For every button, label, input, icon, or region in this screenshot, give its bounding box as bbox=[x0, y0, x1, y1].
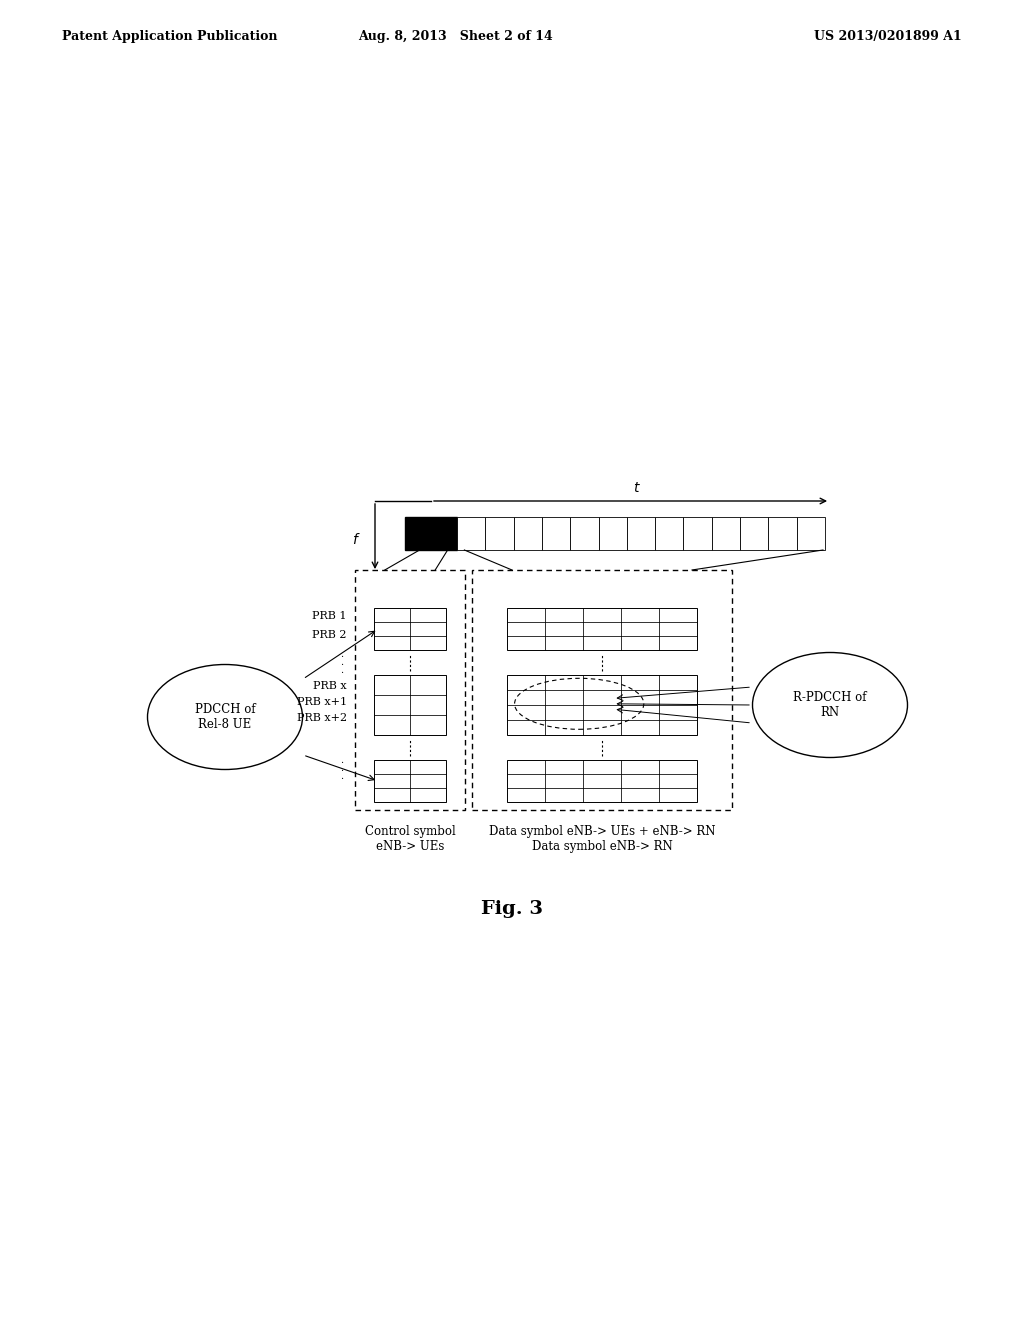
Text: PRB 2: PRB 2 bbox=[312, 631, 347, 640]
Bar bbox=[599, 517, 627, 550]
Bar bbox=[457, 517, 485, 550]
Bar bbox=[712, 517, 740, 550]
Text: PRB x+2: PRB x+2 bbox=[297, 713, 347, 723]
Bar bbox=[507, 609, 697, 649]
Text: f: f bbox=[352, 533, 357, 546]
Bar bbox=[627, 517, 655, 550]
Text: t: t bbox=[633, 480, 639, 495]
Bar bbox=[406, 517, 457, 550]
Text: Data symbol eNB-> UEs + eNB-> RN
Data symbol eNB-> RN: Data symbol eNB-> UEs + eNB-> RN Data sy… bbox=[488, 825, 715, 853]
Bar bbox=[374, 609, 446, 649]
Text: .
.
.: . . . bbox=[340, 755, 344, 781]
Bar bbox=[374, 675, 446, 735]
Text: PDCCH of
Rel-8 UE: PDCCH of Rel-8 UE bbox=[195, 704, 255, 731]
Bar bbox=[355, 570, 465, 810]
Bar bbox=[655, 517, 683, 550]
Bar bbox=[514, 517, 542, 550]
Bar bbox=[472, 570, 732, 810]
Bar bbox=[542, 517, 570, 550]
Text: US 2013/0201899 A1: US 2013/0201899 A1 bbox=[814, 30, 962, 44]
Bar bbox=[683, 517, 712, 550]
Text: PRB x+1: PRB x+1 bbox=[297, 697, 347, 708]
Text: Fig. 3: Fig. 3 bbox=[481, 900, 543, 917]
Text: PRB x: PRB x bbox=[313, 681, 347, 690]
Bar bbox=[507, 760, 697, 803]
Bar bbox=[797, 517, 825, 550]
Text: .
.
.: . . . bbox=[340, 649, 344, 676]
Text: R-PDCCH of
RN: R-PDCCH of RN bbox=[794, 690, 866, 719]
Bar bbox=[485, 517, 514, 550]
Bar bbox=[570, 517, 599, 550]
Text: Patent Application Publication: Patent Application Publication bbox=[62, 30, 278, 44]
Bar bbox=[374, 760, 446, 803]
Bar bbox=[740, 517, 768, 550]
Bar bbox=[507, 675, 697, 735]
Text: Aug. 8, 2013   Sheet 2 of 14: Aug. 8, 2013 Sheet 2 of 14 bbox=[357, 30, 552, 44]
Bar bbox=[768, 517, 797, 550]
Text: Control symbol
eNB-> UEs: Control symbol eNB-> UEs bbox=[365, 825, 456, 853]
Text: PRB 1: PRB 1 bbox=[312, 611, 347, 622]
